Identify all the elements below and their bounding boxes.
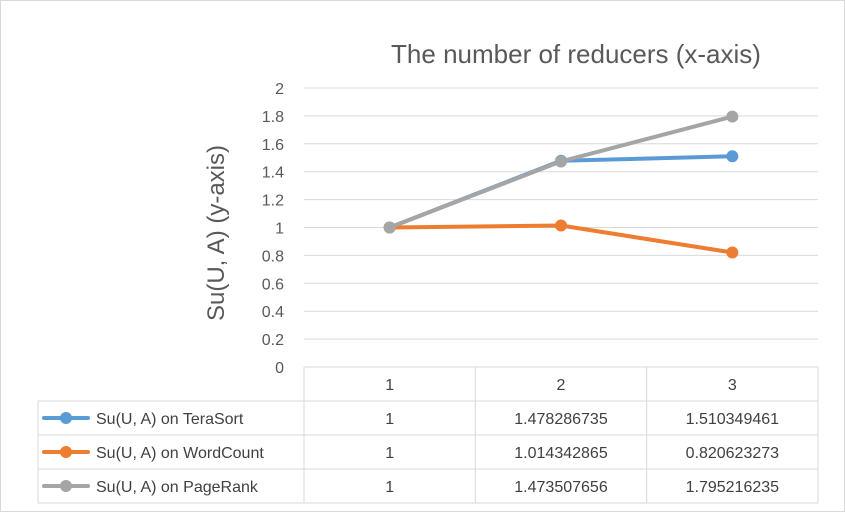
- y-tick-label: 1.6: [262, 137, 284, 154]
- legend-label: Su(U, A) on TeraSort: [96, 411, 244, 428]
- table-value: 1.473507656: [514, 479, 608, 496]
- legend-label: Su(U, A) on PageRank: [96, 479, 259, 496]
- legend-marker: [60, 480, 72, 492]
- x-tick-label: 1: [385, 377, 394, 394]
- y-tick-label: 0.6: [262, 276, 284, 293]
- table-value: 1.510349461: [686, 411, 780, 428]
- x-tick-label: 2: [557, 377, 566, 394]
- y-tick-label: 1.4: [262, 165, 284, 182]
- y-tick-label: 1.2: [262, 193, 284, 210]
- y-tick-label: 1: [275, 221, 284, 238]
- y-tick-label: 1.8: [262, 109, 284, 126]
- table-value: 1.478286735: [514, 411, 608, 428]
- y-tick-label: 0.4: [262, 304, 284, 321]
- y-tick-label: 0.2: [262, 332, 284, 349]
- data-point: [555, 155, 567, 168]
- data-point: [383, 221, 396, 234]
- y-tick-label: 2: [275, 81, 284, 98]
- legend-marker: [60, 412, 72, 424]
- x-tick-label: 3: [728, 377, 737, 394]
- table-value: 1: [385, 445, 394, 462]
- legend-label: Su(U, A) on WordCount: [96, 445, 264, 462]
- data-point: [726, 110, 739, 123]
- table-value: 1: [385, 479, 394, 496]
- table-value: 1.795216235: [686, 479, 780, 496]
- table-value: 1: [385, 411, 394, 428]
- table-value: 1.014342865: [514, 445, 608, 462]
- chart-title: The number of reducers (x-axis): [391, 39, 761, 69]
- y-tick-label: 0: [275, 360, 284, 377]
- data-point: [555, 219, 567, 232]
- data-point: [726, 150, 739, 163]
- data-point: [726, 246, 739, 259]
- table-value: 0.820623273: [686, 445, 780, 462]
- legend-marker: [60, 446, 72, 458]
- y-tick-label: 0.8: [262, 248, 284, 265]
